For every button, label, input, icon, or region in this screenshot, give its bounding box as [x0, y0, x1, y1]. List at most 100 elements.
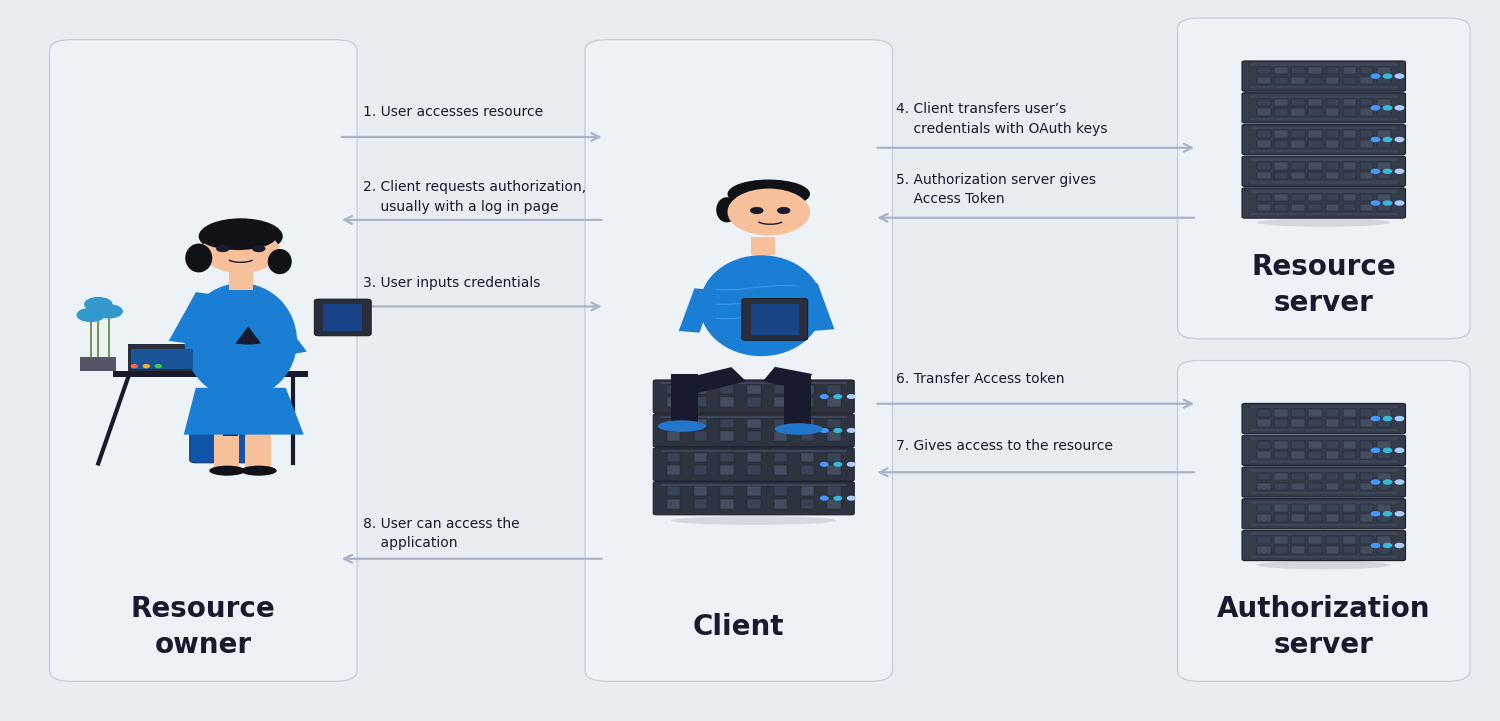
Ellipse shape [184, 283, 297, 399]
Bar [1342, 108, 1356, 116]
Bar [1308, 514, 1322, 522]
Bar [668, 465, 681, 475]
Bar [801, 385, 814, 394]
Bar [1257, 203, 1270, 211]
Bar [1292, 482, 1305, 490]
Circle shape [1395, 201, 1404, 205]
Bar [1250, 213, 1398, 216]
Bar [1377, 172, 1390, 180]
Circle shape [1383, 448, 1392, 452]
FancyBboxPatch shape [50, 40, 357, 681]
Bar [662, 450, 846, 452]
Ellipse shape [717, 197, 738, 222]
Bar [1292, 473, 1305, 480]
Bar [1274, 536, 1287, 544]
Bar [1308, 546, 1322, 554]
Text: Client: Client [693, 614, 784, 641]
Bar [680, 288, 716, 332]
Bar [1326, 162, 1340, 169]
Wedge shape [236, 327, 261, 345]
Bar [1360, 473, 1374, 480]
Bar [1326, 451, 1340, 459]
Bar [1342, 194, 1356, 201]
Bar [1377, 514, 1390, 522]
Bar [1292, 514, 1305, 522]
Bar [774, 453, 788, 462]
Bar [774, 465, 788, 475]
FancyBboxPatch shape [1242, 93, 1406, 123]
Bar [801, 499, 814, 509]
Bar [1250, 159, 1398, 162]
Bar [1274, 482, 1287, 490]
FancyBboxPatch shape [1242, 61, 1406, 92]
Bar [828, 431, 842, 441]
Bar [1360, 99, 1374, 106]
Bar [720, 487, 734, 496]
Circle shape [1371, 138, 1380, 141]
Bar [1360, 441, 1374, 448]
Circle shape [847, 428, 855, 432]
Bar [1308, 419, 1322, 427]
Circle shape [216, 246, 228, 252]
Bar [1326, 194, 1340, 201]
Bar [1257, 410, 1270, 417]
Bar [1360, 536, 1374, 544]
Bar [720, 397, 734, 407]
Circle shape [252, 246, 264, 252]
Bar [1377, 473, 1390, 480]
Bar [214, 410, 240, 471]
Circle shape [1383, 169, 1392, 173]
Bar [1377, 194, 1390, 201]
FancyBboxPatch shape [189, 430, 264, 463]
Bar [747, 499, 760, 509]
Bar [662, 382, 846, 384]
Bar [1342, 451, 1356, 459]
Bar [1360, 451, 1374, 459]
Bar [747, 397, 760, 407]
Bar [1308, 67, 1322, 74]
Bar [1342, 482, 1356, 490]
Circle shape [1371, 417, 1380, 420]
Bar [1274, 546, 1287, 554]
Bar [1360, 67, 1374, 74]
Bar [1274, 514, 1287, 522]
Bar [1292, 451, 1305, 459]
Bar [1377, 482, 1390, 490]
Bar [668, 397, 681, 407]
Bar [774, 385, 788, 394]
FancyBboxPatch shape [654, 448, 855, 481]
FancyBboxPatch shape [1242, 125, 1406, 155]
Bar [1257, 419, 1270, 427]
FancyBboxPatch shape [742, 298, 808, 340]
Bar [720, 431, 734, 441]
FancyBboxPatch shape [585, 40, 892, 681]
Bar [1250, 63, 1398, 66]
Bar [1308, 203, 1322, 211]
FancyBboxPatch shape [1242, 499, 1406, 529]
Circle shape [86, 298, 112, 311]
Bar [1377, 546, 1390, 554]
Bar [1342, 546, 1356, 554]
Ellipse shape [728, 180, 810, 208]
Ellipse shape [700, 255, 824, 356]
Bar [1360, 172, 1374, 180]
Text: 2. Client requests authorization,
    usually with a log in page: 2. Client requests authorization, usuall… [363, 180, 586, 213]
Circle shape [847, 463, 855, 466]
Circle shape [821, 496, 828, 500]
Bar [1250, 182, 1398, 184]
Bar [1326, 505, 1340, 512]
Bar [324, 304, 363, 331]
Circle shape [821, 428, 828, 432]
Bar [1250, 461, 1398, 463]
Circle shape [144, 365, 150, 368]
Bar [1257, 76, 1270, 84]
Ellipse shape [186, 244, 213, 273]
Bar [129, 344, 195, 371]
Bar [1308, 131, 1322, 138]
Bar [1257, 99, 1270, 106]
Bar [774, 487, 788, 496]
Bar [1326, 67, 1340, 74]
Circle shape [1395, 138, 1404, 141]
Bar [1326, 108, 1340, 116]
Bar [1342, 473, 1356, 480]
